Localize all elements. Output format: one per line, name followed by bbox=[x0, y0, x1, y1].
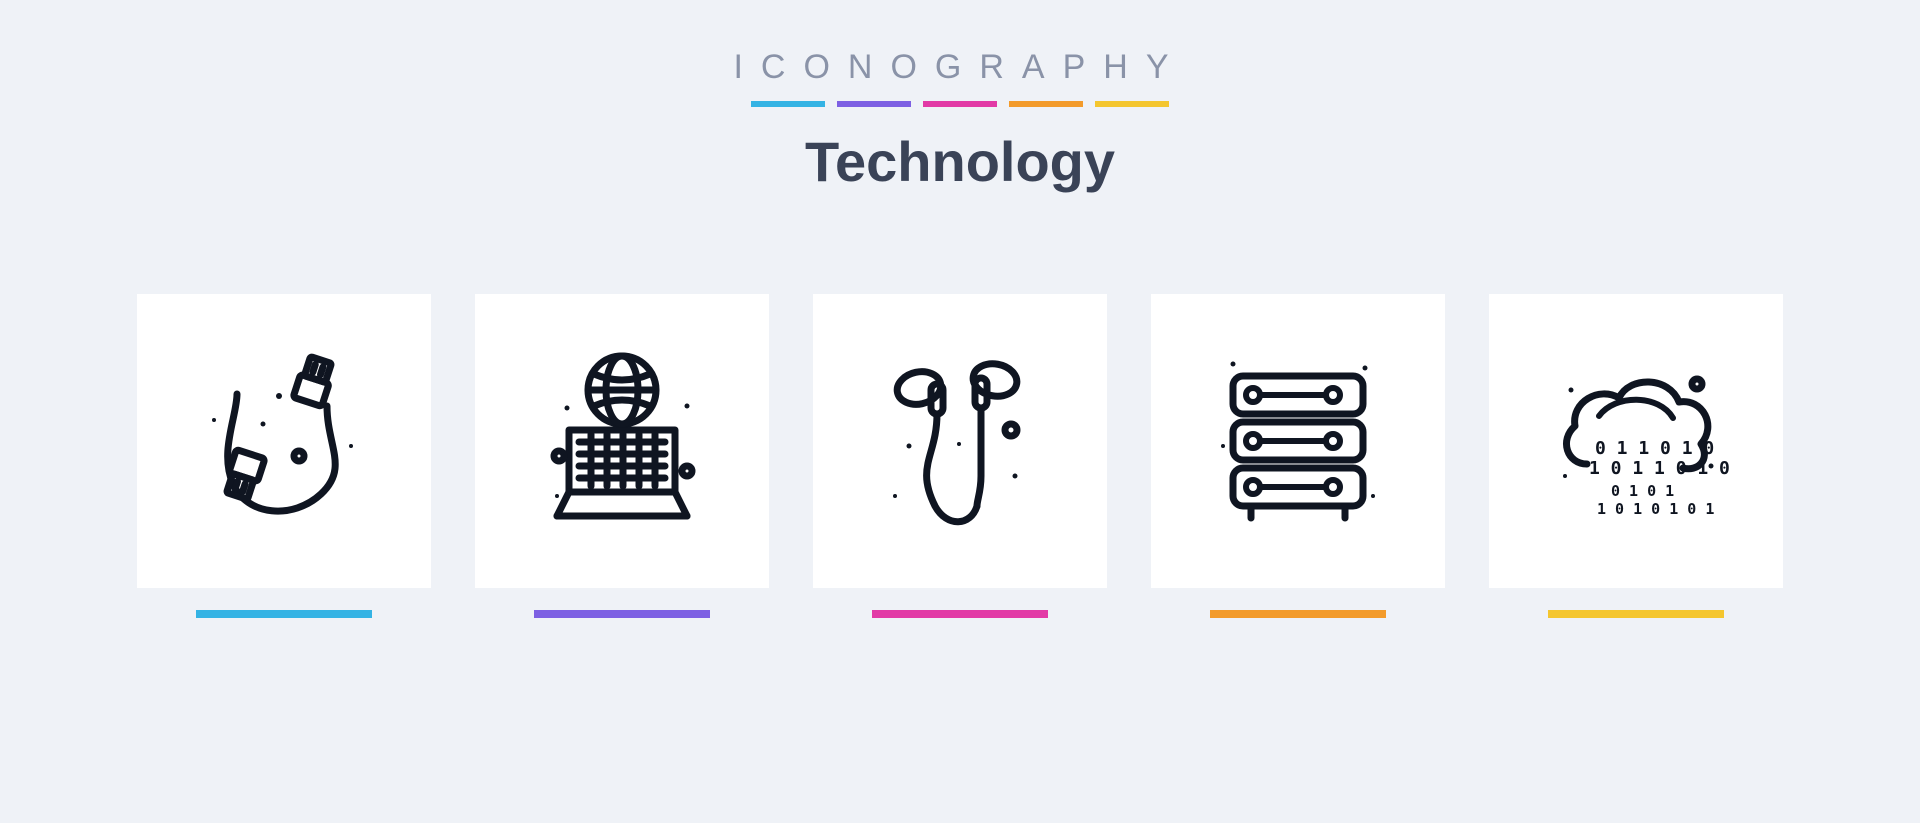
svg-text:1 0 1 0 1 0 1: 1 0 1 0 1 0 1 bbox=[1597, 500, 1714, 518]
laptop-globe-icon bbox=[527, 346, 717, 536]
svg-text:0 1 0 1: 0 1 0 1 bbox=[1611, 482, 1674, 500]
icon-card bbox=[475, 294, 769, 618]
icon-card bbox=[813, 294, 1107, 618]
underline-seg bbox=[1009, 101, 1083, 107]
icon-card: 0 1 1 0 1 0 1 0 1 1 0 1 0 0 1 0 1 1 0 1 … bbox=[1489, 294, 1783, 618]
underline-seg bbox=[923, 101, 997, 107]
underline-seg bbox=[1095, 101, 1169, 107]
icon-card-box bbox=[1151, 294, 1445, 588]
icon-card-box: 0 1 1 0 1 0 1 0 1 1 0 1 0 0 1 0 1 1 0 1 … bbox=[1489, 294, 1783, 588]
svg-text:1 0 1 1 0 1 0: 1 0 1 1 0 1 0 bbox=[1589, 458, 1730, 479]
icon-row: 0 1 1 0 1 0 1 0 1 1 0 1 0 0 1 0 1 1 0 1 … bbox=[137, 294, 1783, 618]
page-title: Technology bbox=[733, 129, 1186, 194]
icon-card-box bbox=[137, 294, 431, 588]
server-rack-icon bbox=[1203, 346, 1393, 536]
icon-card-bar bbox=[872, 610, 1048, 618]
icon-card-bar bbox=[1210, 610, 1386, 618]
cloud-binary-icon: 0 1 1 0 1 0 1 0 1 1 0 1 0 0 1 0 1 1 0 1 … bbox=[1541, 346, 1731, 536]
icon-card-bar bbox=[196, 610, 372, 618]
icon-card-bar bbox=[534, 610, 710, 618]
earphones-icon bbox=[865, 346, 1055, 536]
brand-underline bbox=[733, 101, 1186, 107]
icon-card-box bbox=[813, 294, 1107, 588]
icon-card bbox=[1151, 294, 1445, 618]
header: ICONOGRAPHY Technology bbox=[733, 48, 1186, 194]
underline-seg bbox=[751, 101, 825, 107]
underline-seg bbox=[837, 101, 911, 107]
icon-card-bar bbox=[1548, 610, 1724, 618]
brand-text: ICONOGRAPHY bbox=[733, 48, 1186, 87]
icon-card bbox=[137, 294, 431, 618]
usb-cable-icon bbox=[189, 346, 379, 536]
svg-text:0 1 1 0 1 0: 0 1 1 0 1 0 bbox=[1595, 438, 1714, 459]
icon-card-box bbox=[475, 294, 769, 588]
